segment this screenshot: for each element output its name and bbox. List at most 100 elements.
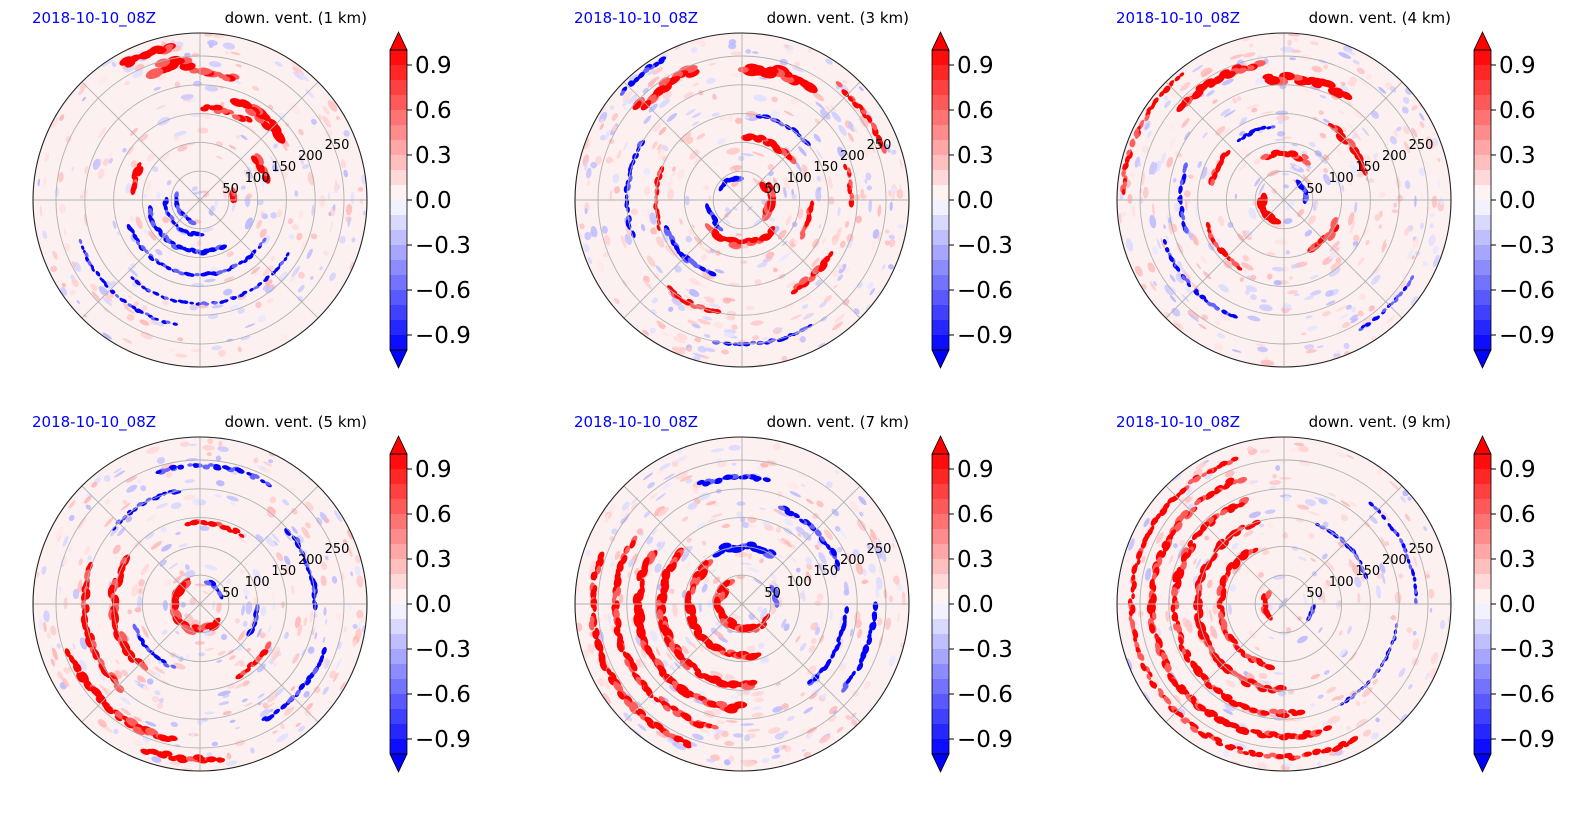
weak-positive-cell [814,118,820,124]
weak-positive-cell [354,554,361,564]
positive-ventilation-cell [657,664,667,676]
angular-grid-line [1283,603,1403,723]
weak-positive-cell [145,658,152,666]
weak-positive-cell [672,603,678,617]
positive-ventilation-cell [1197,703,1207,712]
positive-ventilation-cell [254,153,264,166]
negative-ventilation-cell [264,481,271,486]
positive-ventilation-cell [1327,123,1335,129]
negative-ventilation-cell [1185,279,1191,284]
weak-negative-cell [1184,131,1191,141]
weak-positive-cell [819,734,831,744]
weak-positive-cell [1318,110,1324,116]
colorbar: 0.90.60.30.0−0.3−0.6−0.9 [931,435,1013,773]
colorbar-segment [390,170,407,186]
weak-positive-cell [343,626,347,633]
weak-positive-cell [36,572,40,578]
weak-negative-cell [170,721,178,727]
weak-positive-cell [1256,762,1268,770]
weak-positive-cell [122,499,128,506]
positive-ventilation-cell [683,715,692,722]
weak-negative-cell [217,690,231,697]
weak-negative-cell [1223,749,1230,757]
radial-tick-label: 100 [787,171,812,186]
weak-negative-cell [799,642,807,652]
weak-negative-cell [333,510,342,522]
negative-ventilation-cell [807,679,813,685]
radial-tick-label: 100 [787,575,812,590]
field-layer [1118,33,1445,366]
weak-positive-cell [1345,725,1351,731]
weak-positive-cell [681,516,689,522]
field-layer [575,443,907,767]
weak-positive-cell [281,601,285,609]
weak-positive-cell [1297,616,1302,622]
weak-positive-cell [701,271,714,280]
weak-positive-cell [98,75,109,84]
weak-negative-cell [1305,315,1313,319]
positive-ventilation-cell [740,134,753,142]
weak-positive-cell [1311,65,1323,73]
colorbar-tick-label: 0.9 [957,457,994,483]
weak-positive-cell [77,517,87,529]
positive-ventilation-cell [1160,507,1168,517]
positive-ventilation-cell [1236,476,1248,484]
negative-ventilation-cell [221,268,228,273]
weak-negative-cell [849,628,854,637]
positive-ventilation-cell [717,646,726,652]
negative-ventilation-cell [1165,247,1170,253]
weak-positive-cell [1200,256,1207,264]
weak-positive-cell [1251,107,1258,113]
weak-positive-cell [183,494,196,501]
negative-ventilation-cell [160,658,167,664]
weak-negative-cell [663,473,675,480]
weak-positive-cell [1357,78,1370,87]
negative-ventilation-cell [173,222,179,228]
colorbar-segment [932,514,949,530]
weak-positive-cell [1239,147,1248,155]
positive-ventilation-cell [1216,464,1223,469]
negative-ventilation-cell [834,559,841,567]
weak-positive-cell [725,720,738,723]
colorbar-tick-label: 0.0 [1499,592,1536,618]
weak-positive-cell [63,228,67,236]
colorbar-segment [1474,679,1491,695]
weak-negative-cell [156,191,161,200]
weak-negative-cell [291,526,298,534]
weak-negative-cell [1286,199,1295,210]
weak-negative-cell [274,61,283,67]
positive-ventilation-cell [1221,666,1231,675]
negative-ventilation-cell [1390,301,1395,306]
positive-ventilation-cell [1180,718,1187,724]
weak-positive-cell [1200,67,1212,77]
weak-negative-cell [229,304,239,310]
positive-ventilation-cell [1242,751,1250,756]
weak-positive-cell [105,687,113,695]
weak-negative-cell [771,754,781,759]
negative-ventilation-cell [264,275,270,281]
positive-ventilation-cell [1225,477,1235,484]
positive-ventilation-cell [229,98,245,107]
weak-positive-cell [1349,220,1356,234]
weak-positive-cell [604,660,611,670]
colorbar-segment [1474,649,1491,665]
negative-ventilation-cell [1405,553,1409,560]
weak-negative-cell [146,678,154,685]
weak-negative-cell [1318,498,1328,505]
radial-tick-label: 100 [245,171,270,186]
weak-positive-cell [122,337,132,344]
weak-positive-cell [1341,321,1351,329]
weak-positive-cell [356,575,364,588]
positive-ventilation-cell [114,41,124,49]
weak-negative-cell [798,146,807,157]
weak-negative-cell [1321,721,1330,727]
positive-ventilation-cell [711,724,719,730]
weak-positive-cell [290,584,295,595]
colorbar-segment [1474,739,1491,755]
weak-negative-cell [651,529,658,536]
weak-negative-cell [350,191,355,205]
weak-negative-cell [818,224,822,229]
negative-ventilation-cell [1178,187,1182,194]
positive-ventilation-cell [231,529,238,535]
positive-ventilation-cell [1236,746,1244,751]
